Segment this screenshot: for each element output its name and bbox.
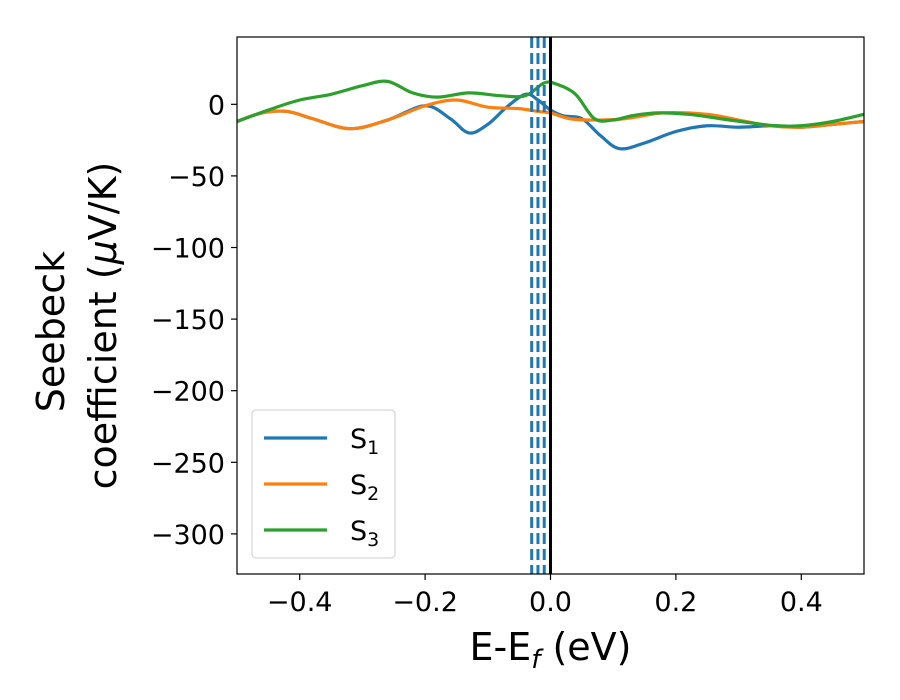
- x-tick-label: 0.2: [654, 587, 697, 618]
- y-axis-ticks: 0 −50 −100 −150 −200 −250 −300: [151, 90, 237, 551]
- x-tick-label: 0.0: [529, 587, 572, 618]
- y-tick-label: −150: [151, 305, 225, 336]
- legend-label-s3: S3: [350, 516, 379, 551]
- legend-label-s1: S1: [350, 424, 379, 459]
- y-axis-label: Seebeck coefficient (μV/K): [29, 162, 125, 490]
- y-axis-label-mu: μ: [81, 240, 125, 265]
- y-axis-label-line2: coefficient (μV/K): [81, 162, 125, 490]
- x-axis-label-main: E-E: [470, 625, 532, 669]
- x-tick-label: −0.4: [267, 587, 333, 618]
- y-axis-label-line1: Seebeck: [29, 251, 73, 412]
- x-axis-label-suffix: (eV): [540, 625, 631, 669]
- y-axis-label-unit: V/K): [81, 162, 125, 241]
- plot-area: [236, 36, 865, 575]
- y-axis-label-text: coefficient (: [81, 264, 125, 489]
- legend-entry-s1: S1: [264, 424, 379, 459]
- y-tick-label: −250: [151, 448, 225, 479]
- x-tick-label: −0.2: [392, 587, 458, 618]
- legend-entry-s2: S2: [264, 470, 379, 505]
- legend: S1 S2 S3: [251, 409, 396, 559]
- fermi-vlines: [530, 37, 552, 574]
- legend-entry-s3: S3: [264, 516, 379, 551]
- legend-entries: S1 S2 S3: [264, 424, 379, 551]
- y-tick-label: −200: [151, 377, 225, 408]
- x-axis-ticks: −0.4 −0.2 0.0 0.2 0.4: [267, 574, 823, 618]
- x-tick-label: 0.4: [780, 587, 823, 618]
- y-tick-label: 0: [208, 90, 225, 121]
- y-tick-label: −300: [151, 520, 225, 551]
- x-axis-label: E-Ef (eV): [470, 625, 632, 675]
- y-tick-label: −100: [151, 234, 225, 265]
- series-line-s3: [237, 79, 864, 128]
- y-tick-label: −50: [168, 162, 225, 193]
- legend-label-s2: S2: [350, 470, 379, 505]
